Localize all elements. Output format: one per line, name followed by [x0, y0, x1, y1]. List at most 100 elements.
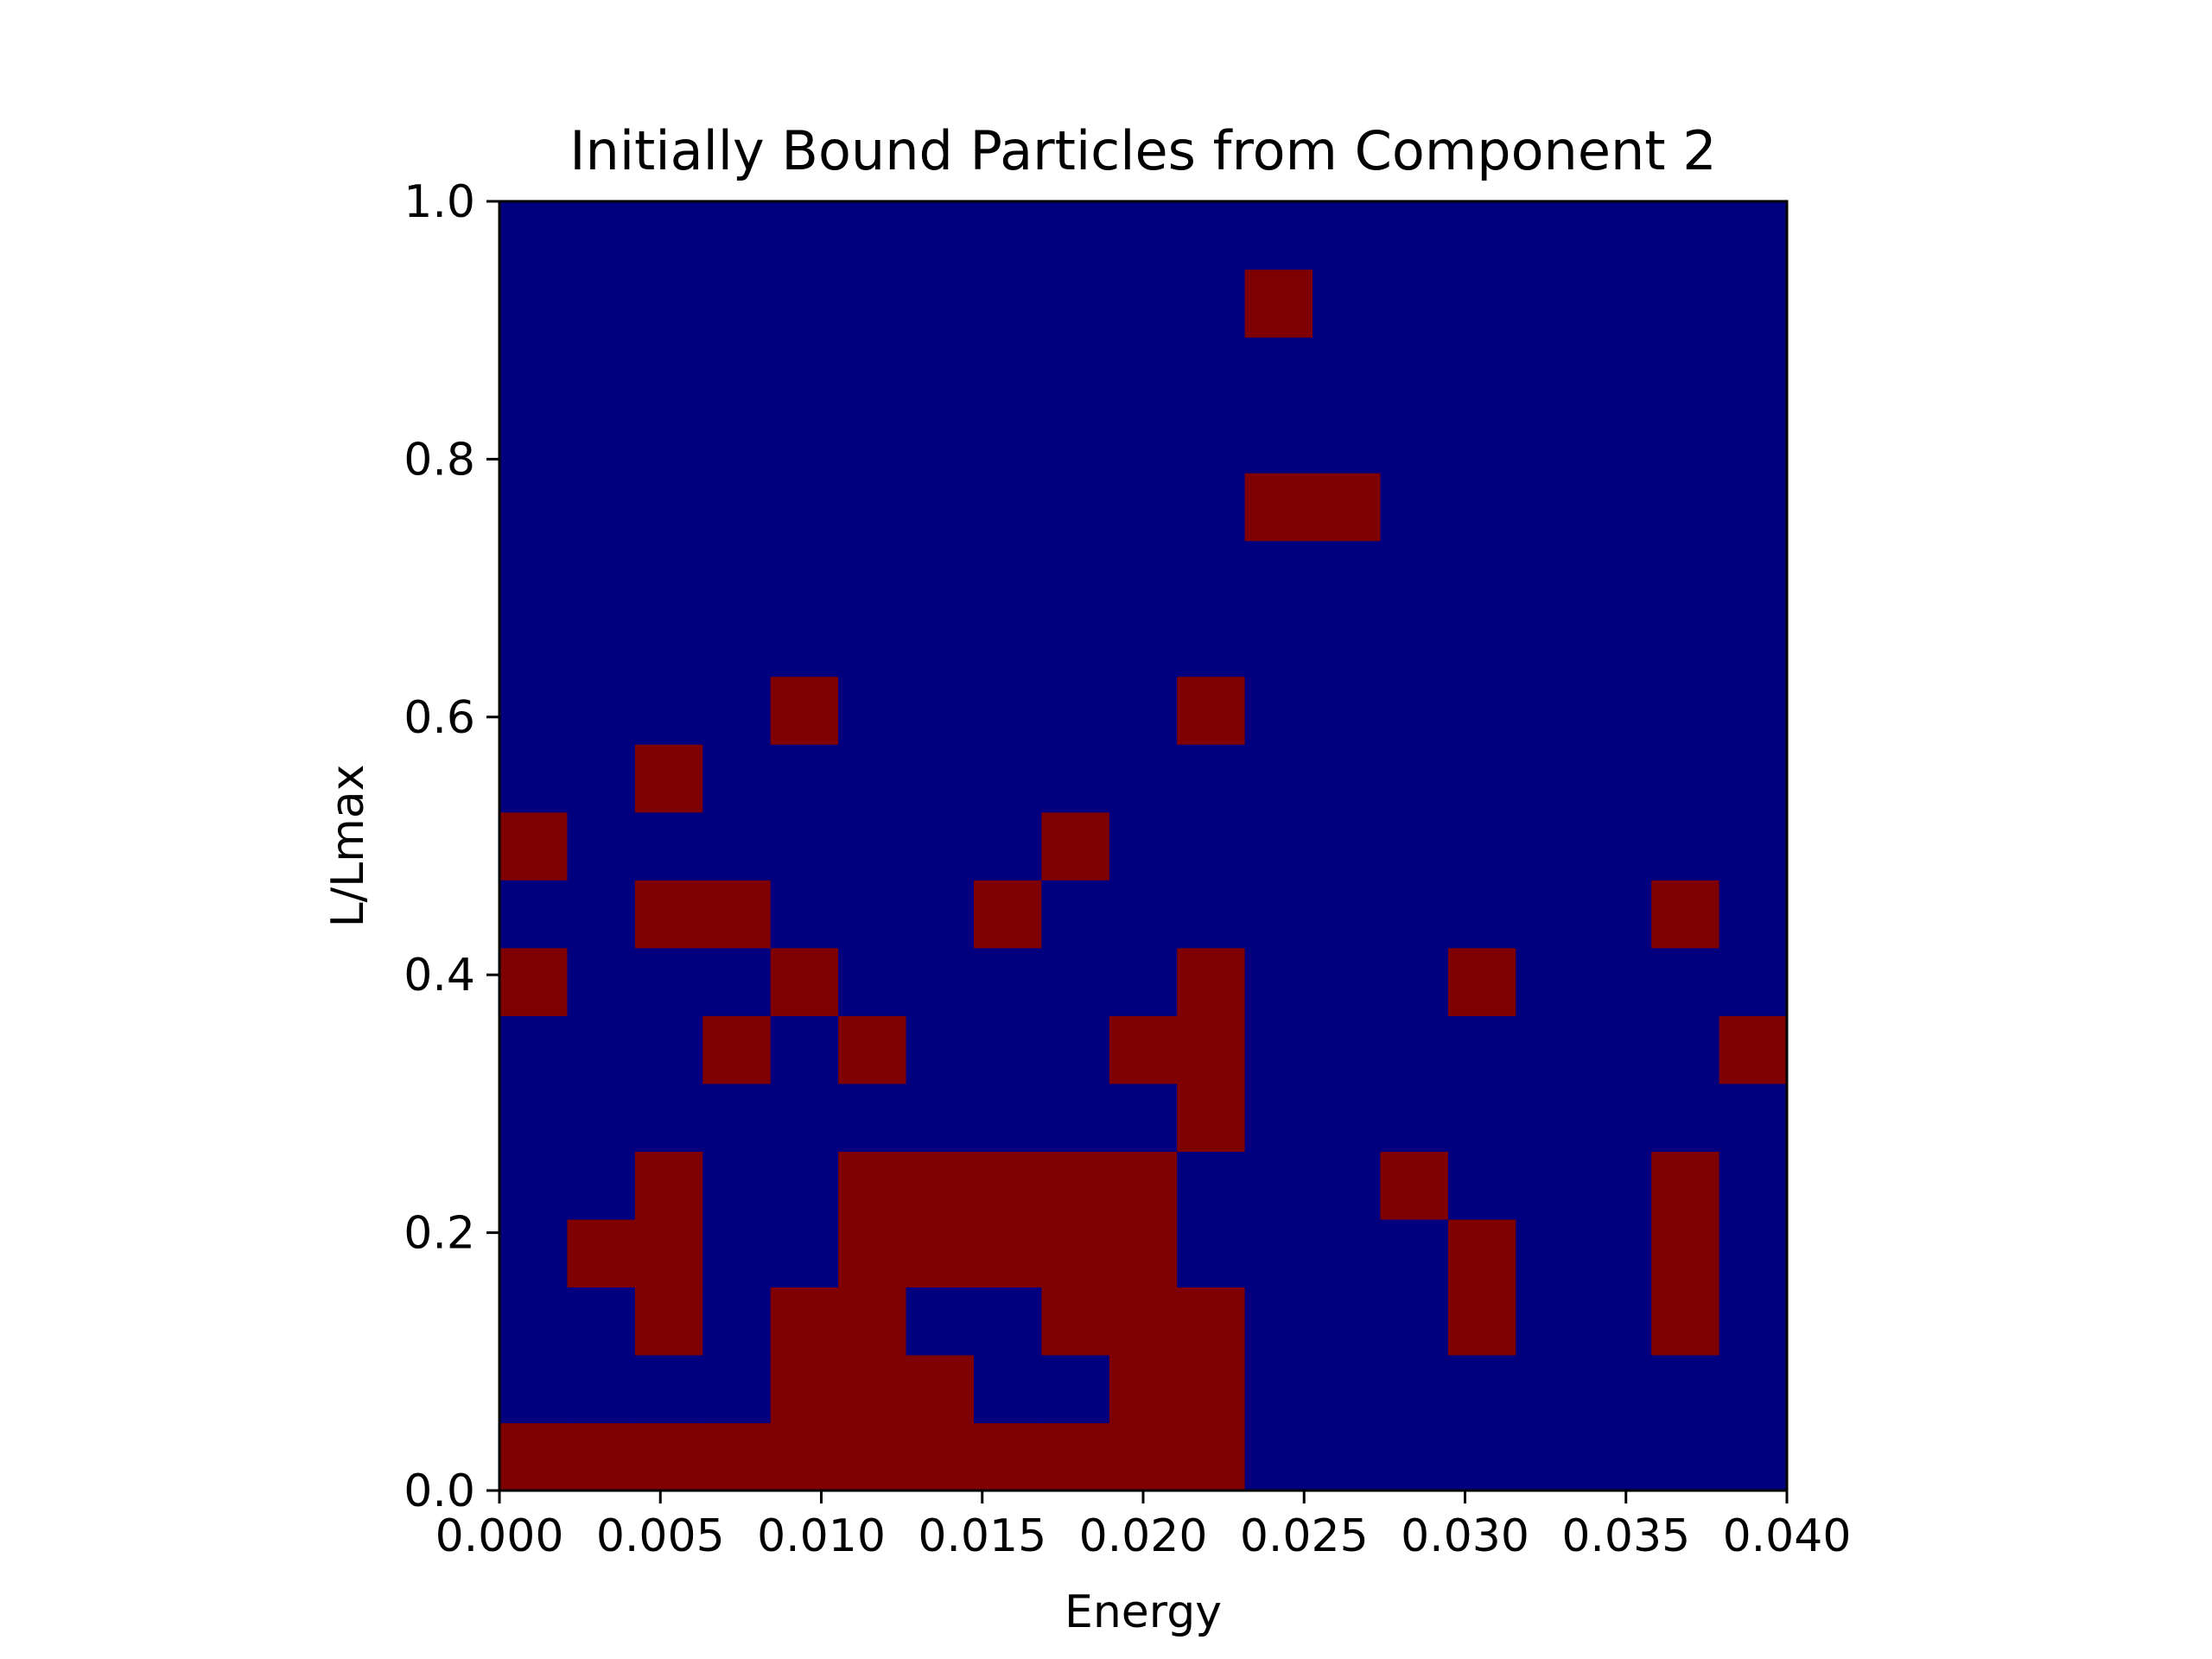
heatmap-cell-empty [567, 201, 636, 270]
heatmap-cell-empty [973, 337, 1042, 406]
heatmap-cell-empty [634, 473, 703, 542]
heatmap-cell-empty [702, 1287, 772, 1356]
heatmap-cell-empty [906, 473, 975, 542]
heatmap-cell-empty [1244, 608, 1313, 677]
heatmap-cell-empty [1516, 1422, 1585, 1491]
heatmap-cell-empty [1516, 201, 1585, 270]
heatmap-cell-bound [1177, 1354, 1246, 1424]
heatmap-cell-empty [1719, 473, 1788, 542]
heatmap-cell-bound [499, 811, 569, 880]
heatmap-cell-empty [770, 473, 839, 542]
heatmap-cell-empty [1447, 473, 1516, 542]
heatmap-cell-bound [973, 1218, 1042, 1288]
heatmap-cell-empty [770, 1015, 839, 1084]
heatmap-cell-empty [1583, 880, 1652, 949]
heatmap-cell-empty [1041, 337, 1110, 406]
heatmap-cell-empty [702, 337, 772, 406]
heatmap-cell-empty [702, 201, 772, 270]
heatmap-cell-empty [1177, 744, 1246, 813]
heatmap-cell-empty [1380, 811, 1449, 880]
heatmap-cell-empty [1244, 1015, 1313, 1084]
heatmap-cell-bound [838, 1015, 907, 1084]
heatmap-cell-empty [1177, 473, 1246, 542]
heatmap-cell-empty [1719, 540, 1788, 609]
heatmap-cell-empty [567, 540, 636, 609]
heatmap-cell-empty [1719, 404, 1788, 474]
heatmap-cell-empty [838, 404, 907, 474]
heatmap-cell-empty [973, 608, 1042, 677]
heatmap-cell-bound [567, 1422, 636, 1491]
heatmap-cell-empty [567, 608, 636, 677]
heatmap-cell-empty [1651, 744, 1720, 813]
heatmap-cell-empty [1447, 1354, 1516, 1424]
heatmap-cell-bound [838, 1287, 907, 1356]
heatmap-cell-empty [499, 1083, 569, 1152]
heatmap-cell-empty [1380, 269, 1449, 338]
heatmap-cell-empty [1380, 744, 1449, 813]
heatmap-cell-empty [1313, 1083, 1382, 1152]
heatmap-cell-bound [838, 1422, 907, 1491]
heatmap-cell-empty [702, 269, 772, 338]
heatmap-cell-empty [1041, 201, 1110, 270]
y-tick-label: 0.4 [404, 950, 475, 1001]
heatmap-cell-empty [1583, 608, 1652, 677]
heatmap-cell-empty [1651, 540, 1720, 609]
heatmap-cell-empty [1651, 201, 1720, 270]
heatmap-cell-empty [567, 676, 636, 745]
heatmap-cell-empty [973, 744, 1042, 813]
heatmap-cell-empty [1380, 880, 1449, 949]
heatmap-cell-empty [1583, 1015, 1652, 1084]
heatmap-cell-empty [1244, 880, 1313, 949]
heatmap-cell-empty [1583, 201, 1652, 270]
heatmap-cell-empty [1109, 404, 1178, 474]
heatmap-cell-empty [1109, 1083, 1178, 1152]
heatmap-cell-empty [1041, 1083, 1110, 1152]
heatmap-cell-empty [838, 744, 907, 813]
heatmap-cell-empty [1041, 1015, 1110, 1084]
heatmap-cell-bound [770, 1287, 839, 1356]
heatmap-cell-empty [1244, 540, 1313, 609]
heatmap-cell-bound [1651, 1151, 1720, 1220]
heatmap-cell-empty [1583, 1287, 1652, 1356]
heatmap-cell-empty [1244, 676, 1313, 745]
heatmap-cell-empty [1313, 1354, 1382, 1424]
heatmap-cell-empty [1516, 1218, 1585, 1288]
heatmap-cell-empty [770, 811, 839, 880]
heatmap-cell-empty [770, 540, 839, 609]
x-tick-label: 0.010 [757, 1510, 886, 1562]
heatmap-cell-empty [973, 676, 1042, 745]
heatmap-cell-empty [499, 1015, 569, 1084]
heatmap-cell-empty [1244, 337, 1313, 406]
x-tick-label: 0.000 [435, 1510, 564, 1562]
heatmap-cell-empty [499, 744, 569, 813]
heatmap-cell-empty [1244, 404, 1313, 474]
heatmap-cell-bound [770, 1354, 839, 1424]
heatmap-cell-empty [567, 404, 636, 474]
heatmap-cell-empty [1313, 1015, 1382, 1084]
heatmap-cell-empty [1583, 1354, 1652, 1424]
heatmap-cell-empty [1380, 947, 1449, 1016]
heatmap-cell-bound [1041, 1218, 1110, 1288]
heatmap-cell-bound [702, 1015, 772, 1084]
heatmap-cell-empty [1719, 608, 1788, 677]
heatmap-cell-empty [906, 1287, 975, 1356]
heatmap-cell-empty [1447, 676, 1516, 745]
heatmap-cell-empty [906, 269, 975, 338]
heatmap-cell-empty [1380, 1422, 1449, 1491]
heatmap-cell-bound [634, 880, 703, 949]
heatmap-cell-empty [1177, 880, 1246, 949]
heatmap-cell-empty [770, 201, 839, 270]
heatmap-cell-bound [1041, 1422, 1110, 1491]
heatmap-cell-empty [1651, 1083, 1720, 1152]
heatmap-cell-bound [499, 1422, 569, 1491]
heatmap-cell-empty [1380, 1218, 1449, 1288]
heatmap-cell-empty [634, 1015, 703, 1084]
heatmap-cell-empty [1177, 1218, 1246, 1288]
heatmap-cell-empty [1313, 676, 1382, 745]
x-tick-label: 0.015 [918, 1510, 1046, 1562]
heatmap-cell-empty [1244, 1218, 1313, 1288]
heatmap-cell-empty [1516, 947, 1585, 1016]
heatmap-cell-empty [1380, 1015, 1449, 1084]
heatmap-cell-empty [1651, 1422, 1720, 1491]
